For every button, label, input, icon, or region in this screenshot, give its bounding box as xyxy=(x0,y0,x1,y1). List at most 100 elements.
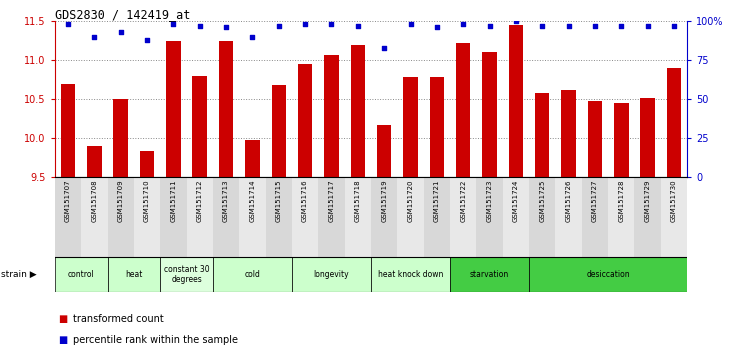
Bar xyxy=(113,99,128,354)
Bar xyxy=(424,177,450,257)
Bar xyxy=(371,257,450,292)
Text: heat knock down: heat knock down xyxy=(378,270,443,279)
Bar xyxy=(635,177,661,257)
Bar xyxy=(186,177,213,257)
Bar xyxy=(245,141,260,354)
Bar xyxy=(160,177,186,257)
Text: GSM151717: GSM151717 xyxy=(328,179,335,222)
Point xyxy=(589,23,601,29)
Bar xyxy=(166,41,181,354)
Text: GSM151723: GSM151723 xyxy=(487,179,493,222)
Bar xyxy=(450,257,529,292)
Bar xyxy=(298,64,312,354)
Text: GSM151710: GSM151710 xyxy=(144,179,150,222)
Point xyxy=(62,22,74,27)
Bar xyxy=(61,84,75,354)
Bar xyxy=(582,177,608,257)
Bar xyxy=(192,76,207,354)
Bar xyxy=(213,257,292,292)
Point xyxy=(141,37,153,43)
Text: GSM151722: GSM151722 xyxy=(461,179,466,222)
Text: GSM151713: GSM151713 xyxy=(223,179,229,222)
Text: GSM151708: GSM151708 xyxy=(91,179,97,222)
Bar xyxy=(55,177,81,257)
Point xyxy=(537,23,548,29)
Text: GSM151716: GSM151716 xyxy=(302,179,308,222)
Bar xyxy=(477,177,503,257)
Point xyxy=(325,22,337,27)
Bar xyxy=(325,55,338,354)
Bar xyxy=(160,257,213,292)
Bar xyxy=(456,43,471,354)
Text: GSM151709: GSM151709 xyxy=(118,179,124,222)
Text: strain ▶: strain ▶ xyxy=(1,270,37,279)
Text: heat: heat xyxy=(125,270,143,279)
Bar xyxy=(239,177,265,257)
Text: GSM151707: GSM151707 xyxy=(65,179,71,222)
Point xyxy=(668,23,680,29)
Bar xyxy=(535,93,550,354)
Text: GSM151725: GSM151725 xyxy=(539,179,545,222)
Text: GSM151729: GSM151729 xyxy=(645,179,651,222)
Bar xyxy=(371,177,398,257)
Point xyxy=(642,23,654,29)
Point xyxy=(431,25,443,30)
Text: desiccation: desiccation xyxy=(586,270,630,279)
Bar xyxy=(107,177,134,257)
Point xyxy=(484,23,496,29)
Text: GSM151730: GSM151730 xyxy=(671,179,677,222)
Text: percentile rank within the sample: percentile rank within the sample xyxy=(73,335,238,345)
Text: GSM151712: GSM151712 xyxy=(197,179,202,222)
Bar xyxy=(509,25,523,354)
Point xyxy=(246,34,258,40)
Bar xyxy=(377,125,391,354)
Text: GSM151726: GSM151726 xyxy=(566,179,572,222)
Bar xyxy=(271,85,286,354)
Point xyxy=(563,23,575,29)
Text: GSM151727: GSM151727 xyxy=(592,179,598,222)
Bar xyxy=(81,177,107,257)
Point xyxy=(299,22,311,27)
Bar xyxy=(404,77,417,354)
Point xyxy=(458,22,469,27)
Bar xyxy=(265,177,292,257)
Text: GSM151718: GSM151718 xyxy=(355,179,361,222)
Text: longevity: longevity xyxy=(314,270,349,279)
Point xyxy=(194,23,205,29)
Bar xyxy=(87,146,102,354)
Bar xyxy=(561,90,576,354)
Text: GSM151728: GSM151728 xyxy=(618,179,624,222)
Bar xyxy=(55,257,107,292)
Bar xyxy=(640,98,655,354)
Text: GSM151715: GSM151715 xyxy=(276,179,281,222)
Point xyxy=(510,18,522,24)
Bar xyxy=(292,257,371,292)
Text: GSM151724: GSM151724 xyxy=(513,179,519,222)
Point xyxy=(88,34,100,40)
Text: control: control xyxy=(68,270,94,279)
Bar xyxy=(482,52,497,354)
Bar xyxy=(588,102,602,354)
Text: starvation: starvation xyxy=(470,270,510,279)
Point xyxy=(220,25,232,30)
Bar xyxy=(503,177,529,257)
Text: GSM151714: GSM151714 xyxy=(249,179,255,222)
Text: GSM151711: GSM151711 xyxy=(170,179,176,222)
Bar xyxy=(318,177,344,257)
Point xyxy=(352,23,363,29)
Bar xyxy=(344,177,371,257)
Point xyxy=(115,29,126,35)
Text: GSM151721: GSM151721 xyxy=(434,179,440,222)
Text: transformed count: transformed count xyxy=(73,314,164,324)
Bar xyxy=(661,177,687,257)
Bar xyxy=(608,177,635,257)
Text: ■: ■ xyxy=(58,314,68,324)
Bar xyxy=(351,45,365,354)
Bar xyxy=(398,177,424,257)
Bar xyxy=(140,151,154,354)
Bar xyxy=(556,177,582,257)
Point xyxy=(379,45,390,51)
Bar xyxy=(529,177,556,257)
Text: cold: cold xyxy=(244,270,260,279)
Point xyxy=(616,23,627,29)
